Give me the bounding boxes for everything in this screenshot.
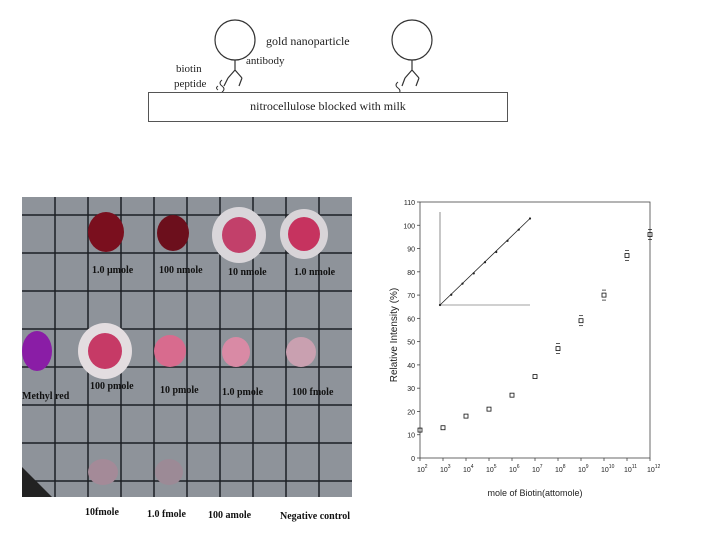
spot-1-umole: [88, 212, 124, 252]
data-point: [532, 374, 538, 379]
y-tick-label: 20: [407, 409, 415, 416]
inset-point: [483, 261, 487, 264]
x-tick-label: 1012: [647, 464, 660, 474]
label-100-fmole: 100 fmole: [292, 387, 334, 398]
y-tick-label: 110: [404, 200, 415, 207]
label-100-amole: 100 amole: [208, 510, 252, 521]
plot-frame: [419, 201, 651, 459]
x-tick-label: 104: [463, 464, 474, 474]
data-point: [486, 406, 492, 412]
calibration-inset: [438, 212, 532, 307]
label-1-umole: 1.0 μmole: [92, 265, 134, 276]
antibody-right-icon: [401, 60, 420, 87]
x-tick-label: 108: [555, 464, 566, 474]
x-tick-label: 105: [486, 464, 497, 474]
label-10-fmole: 10fmole: [85, 507, 119, 518]
label-1-fmole: 1.0 fmole: [147, 509, 186, 520]
spot-methyl-red: [22, 331, 52, 371]
spot-10-nmole: [222, 217, 256, 253]
x-tick-label: 107: [532, 464, 543, 474]
y-tick-label: 10: [407, 433, 415, 440]
x-tick-label: 102: [417, 464, 428, 474]
inset-point: [450, 293, 453, 296]
inset-point: [472, 272, 475, 275]
y-tick-label: 0: [411, 456, 415, 463]
x-tick-label: 109: [578, 464, 589, 474]
label-1-nmole: 1.0 nmole: [294, 267, 336, 278]
y-tick-label: 40: [407, 363, 415, 370]
inset-point: [506, 239, 509, 242]
nitrocellulose-strip: nitrocellulose blocked with milk: [148, 92, 508, 122]
chart-axes: 0 10 20 30 40 50 60 70 80 90 100 110 102 103 104 105 106…: [403, 200, 660, 474]
assay-schematic: [214, 19, 433, 95]
inset-point: [461, 282, 464, 285]
data-point: [555, 346, 561, 352]
x-tick-label: 103: [440, 464, 451, 474]
data-points: [417, 229, 653, 433]
spot-10-pmole: [154, 335, 186, 367]
biotin-label: biotin: [176, 63, 202, 75]
y-tick-label: 50: [407, 340, 415, 347]
inset-point: [438, 303, 442, 307]
spot-100-fmole: [286, 337, 316, 367]
dot-blot-membrane: 1.0 μmole 100 nmole 10 nmole 1.0 nmole M…: [22, 197, 352, 497]
spot-1-pmole: [222, 337, 250, 367]
x-tick-label: 106: [509, 464, 520, 474]
data-point: [440, 425, 446, 431]
inset-point: [528, 217, 532, 220]
inset-point: [517, 228, 520, 231]
y-tick-label: 30: [407, 386, 415, 393]
y-tick-label: 90: [407, 247, 415, 254]
label-methyl-red: Methyl red: [22, 391, 70, 402]
inset-point: [495, 250, 498, 254]
data-point: [624, 253, 630, 258]
antibody-left-icon: [223, 60, 243, 87]
peptide-label: peptide: [174, 78, 207, 90]
label-negative-control: Negative control: [280, 511, 351, 522]
label-1-pmole: 1.0 pmole: [222, 387, 264, 398]
x-tick-label: 1010: [601, 464, 615, 474]
gold-nanoparticle-right: [391, 19, 433, 61]
data-point: [509, 392, 515, 398]
spot-1-nmole: [288, 217, 320, 251]
x-tick-label: 1011: [624, 464, 637, 474]
intensity-chart: 0 10 20 30 40 50 60 70 80 90 100 110 102 103 104 105 106…: [389, 200, 660, 498]
label-100-pmole: 100 pmole: [90, 381, 134, 392]
y-tick-label: 70: [407, 293, 415, 300]
antibody-label: antibody: [246, 55, 285, 67]
y-axis-label: Relative Intensity (%): [389, 288, 400, 382]
gold-nanoparticle-left: [214, 19, 256, 61]
label-10-pmole: 10 pmole: [160, 385, 199, 396]
data-point: [578, 318, 584, 324]
spot-100-nmole: [157, 215, 189, 251]
data-point: [463, 413, 469, 419]
strip-label: nitrocellulose blocked with milk: [250, 99, 406, 113]
peptide-left-icon: [216, 79, 225, 93]
label-10-nmole: 10 nmole: [228, 267, 267, 278]
data-point: [601, 292, 607, 298]
y-tick-label: 60: [407, 316, 415, 323]
spot-1-fmole: [155, 459, 183, 485]
gold-nanoparticle-label: gold nanoparticle: [266, 34, 350, 48]
label-100-nmole: 100 nmole: [159, 265, 203, 276]
data-point: [417, 427, 423, 433]
y-tick-label: 80: [407, 270, 415, 277]
data-point: [647, 232, 653, 237]
y-tick-label: 100: [403, 223, 415, 230]
spot-100-pmole: [88, 333, 122, 369]
spot-10-fmole: [88, 459, 118, 485]
x-axis-label: mole of Biotin(attomole): [487, 488, 582, 498]
